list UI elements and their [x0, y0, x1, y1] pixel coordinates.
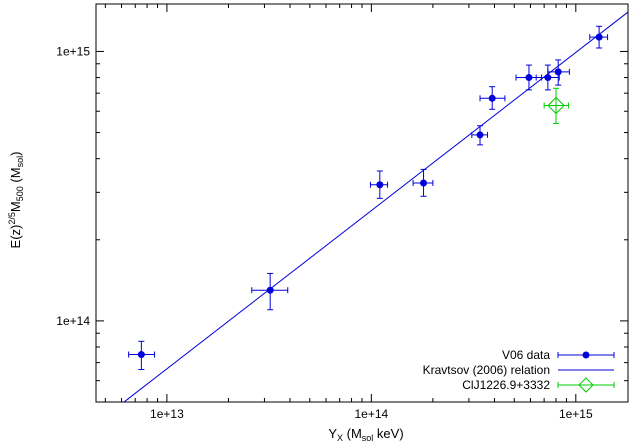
kravtsov-relation-line — [123, 11, 628, 402]
circle-marker — [476, 131, 484, 139]
data-area — [123, 11, 628, 402]
circle-marker — [137, 351, 145, 359]
v06-data-point — [128, 340, 156, 371]
v06-data-point — [412, 168, 434, 197]
circle-marker — [488, 94, 496, 102]
v06-data-point — [471, 125, 489, 146]
circle-marker — [266, 286, 274, 294]
v06-data-point — [369, 170, 389, 199]
plot-frame — [95, 3, 629, 403]
x-tick-label: 1e+15 — [559, 407, 593, 421]
x-tick-label: 1e+14 — [355, 407, 389, 421]
circle-marker — [525, 74, 533, 82]
clj-data-point — [543, 87, 569, 125]
legend-label: V06 data — [502, 348, 550, 362]
circle-marker — [544, 74, 552, 82]
legend-label: ClJ1226.9+3332 — [462, 378, 550, 392]
legend-entry: Kravtsov (2006) relation — [423, 363, 614, 377]
circle-marker — [376, 181, 384, 189]
v06-data-point — [547, 59, 570, 86]
v06-data-point — [589, 25, 609, 49]
v06-data-point — [535, 64, 560, 91]
y-tick-label: 1e+14 — [56, 314, 90, 328]
legend-entry: V06 data — [502, 348, 615, 362]
legend-entry: ClJ1226.9+3332 — [462, 377, 615, 393]
y-axis-label: E(z)2/5M500 (Msol) — [7, 152, 25, 249]
v06-data-point — [479, 86, 506, 110]
diamond-marker — [578, 377, 594, 393]
circle-marker — [595, 33, 603, 41]
x-axis-label: YX (Msol keV) — [328, 426, 403, 443]
circle-marker — [420, 179, 428, 187]
v06-data-point — [251, 272, 289, 311]
legend-label: Kravtsov (2006) relation — [423, 363, 550, 377]
diamond-marker — [547, 96, 565, 115]
y-tick-label: 1e+15 — [56, 44, 90, 58]
x-tick-label: 1e+13 — [150, 407, 184, 421]
legend-circle-marker — [582, 351, 590, 359]
circle-marker — [554, 68, 562, 76]
